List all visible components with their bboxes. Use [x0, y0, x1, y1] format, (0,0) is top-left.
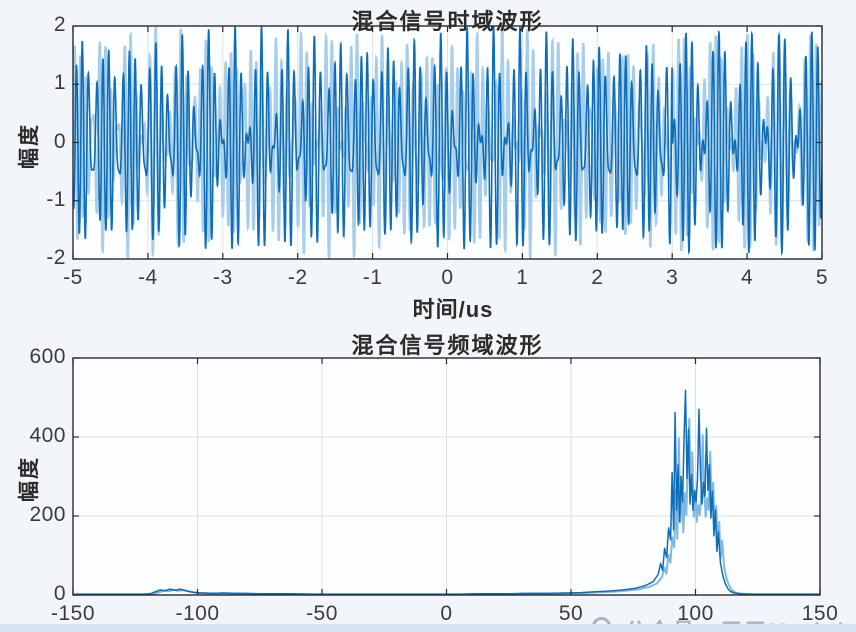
freq-plot-ylabel: 幅度 — [18, 456, 41, 502]
x-tick-label: 4 — [741, 266, 754, 289]
x-tick-label: 3 — [666, 266, 679, 289]
x-tick-label: -50 — [306, 602, 338, 625]
y-tick-label: 2 — [53, 13, 66, 36]
x-tick-label: -5 — [63, 266, 83, 289]
x-tick-label: 100 — [677, 602, 714, 625]
x-tick-label: -1 — [362, 266, 383, 289]
y-tick-label: 400 — [29, 424, 66, 447]
y-tick-label: 200 — [29, 503, 66, 526]
y-tick-label: 0 — [53, 129, 66, 153]
x-tick-label: 1 — [516, 266, 529, 289]
y-tick-label: 1 — [53, 71, 66, 95]
x-tick-label: 150 — [801, 602, 839, 625]
x-tick-label: 5 — [815, 266, 829, 289]
x-tick-label: -150 — [50, 602, 96, 625]
x-tick-label: -4 — [138, 266, 158, 289]
x-tick-label: 2 — [591, 266, 604, 289]
x-tick-label: 50 — [558, 602, 584, 625]
time-plot-xlabel: 时间/us — [412, 297, 494, 322]
y-tick-label: 600 — [29, 345, 66, 368]
time-plot-title: 混合信号时域波形 — [351, 9, 544, 34]
freq-plot-title: 混合信号频域波形 — [351, 333, 544, 358]
x-tick-label: 0 — [440, 602, 453, 625]
x-tick-label: 0 — [441, 266, 454, 289]
x-tick-label: -100 — [175, 602, 220, 625]
y-tick-label: -2 — [46, 246, 66, 269]
x-tick-label: -2 — [287, 266, 308, 289]
y-tick-label: 0 — [53, 582, 66, 605]
y-tick-label: -1 — [46, 187, 66, 211]
bottom-edge-strip — [0, 624, 856, 632]
x-tick-label: -3 — [212, 266, 233, 289]
